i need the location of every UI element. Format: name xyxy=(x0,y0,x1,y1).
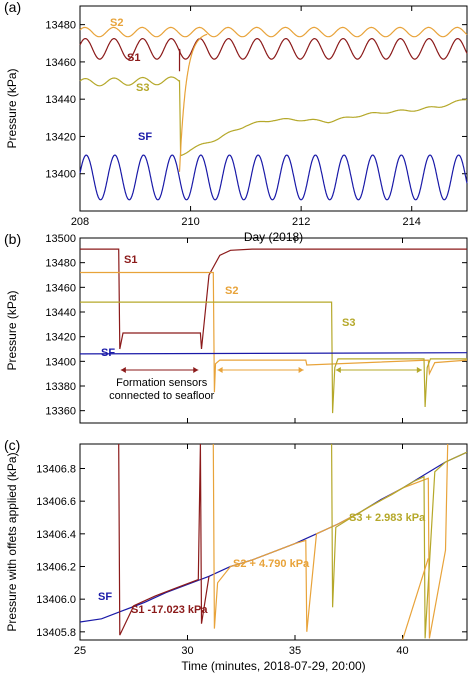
series-label-s1: S1 xyxy=(127,52,140,64)
y-axis-label: Pressure with offets applied (kPa) xyxy=(5,452,19,631)
series-line-s1 xyxy=(79,37,468,72)
annotation-arrow-s3-head-left xyxy=(335,366,341,373)
series-label-sf: SF xyxy=(101,347,115,359)
y-tick-label: 13406.2 xyxy=(36,562,76,574)
series-label-s2: S2 xyxy=(110,17,123,29)
series-line-sf xyxy=(80,451,467,623)
x-tick-label: 210 xyxy=(181,216,199,228)
panel-b: (b) 13360 13380 13400 13420 13440 13460 13480 13… xyxy=(4,231,468,424)
x-tick-label: 212 xyxy=(292,216,310,228)
y-tick-label: 13440 xyxy=(45,307,76,319)
y-tick-label: 13405.8 xyxy=(36,627,76,639)
y-axis-label: Pressure (kPa) xyxy=(5,68,19,148)
y-axis-label: Pressure (kPa) xyxy=(5,290,19,370)
y-tick-label: 13406.8 xyxy=(36,464,76,476)
y-tick-label: 13406.6 xyxy=(36,496,76,508)
panel-label: (c) xyxy=(4,437,20,453)
x-tick-label: 214 xyxy=(403,216,421,228)
y-tick-label: 13460 xyxy=(45,282,76,294)
y-tick-label: 13406.4 xyxy=(36,529,76,541)
y-tick-label: 13420 xyxy=(45,131,76,143)
annotation-line: connected to seafloor xyxy=(109,390,215,402)
series-line-s3 xyxy=(331,444,467,639)
series-line-s1 xyxy=(80,248,467,350)
y-tick-label: 13360 xyxy=(45,406,76,418)
y-tick-label: 13480 xyxy=(45,258,76,270)
series-line-s2 xyxy=(79,26,468,38)
x-axis-label: Time (minutes, 2018-07-29, 20:00) xyxy=(181,659,365,673)
y-tick-label: 13406.0 xyxy=(36,594,76,606)
series-line-s1 xyxy=(118,444,210,636)
panel-c: (c) 13405.8 13406.0 13406.2 13406.4 13406.6 13… xyxy=(4,437,468,673)
series-line-s3 xyxy=(80,301,467,414)
series-label-s1: S1 xyxy=(124,254,137,266)
annotation-arrow-s1-head-left xyxy=(120,366,126,373)
series-label-s2: S2 + 4.790 kPa xyxy=(233,558,310,570)
y-tick-label: 13420 xyxy=(45,332,76,344)
x-tick-label: 208 xyxy=(71,216,89,228)
y-tick-label: 13440 xyxy=(45,94,76,106)
x-tick-label: 30 xyxy=(181,645,193,657)
annotation-text: Formation sensors connected to seafloor xyxy=(109,377,215,402)
panel-label: (a) xyxy=(4,0,21,15)
series-line-s2-transient xyxy=(178,33,208,172)
series-line-s2-artifact xyxy=(401,558,429,640)
panel-label: (b) xyxy=(4,231,21,247)
series-line-s2 xyxy=(212,444,449,639)
y-tick-label: 13500 xyxy=(45,233,76,245)
series-label-sf: SF xyxy=(98,591,112,603)
series-label-s3: S3 xyxy=(342,317,355,329)
y-tick-label: 13400 xyxy=(45,169,76,181)
y-tick-label: 13480 xyxy=(45,20,76,32)
panel-a: (a) 13400 13420 13440 13460 13480 208 210 212 214… xyxy=(4,0,468,244)
plot-frame xyxy=(79,237,468,424)
annotation-line: Formation sensors xyxy=(116,377,208,389)
plot-frame xyxy=(79,443,468,641)
series-label-sf: SF xyxy=(138,131,152,143)
series-line-s3 xyxy=(79,76,467,157)
plot-frame xyxy=(79,5,468,212)
plot-area xyxy=(80,444,467,640)
y-tick-label: 13380 xyxy=(45,381,76,393)
x-tick-label: 40 xyxy=(396,645,408,657)
annotation-arrow-s2-head-left xyxy=(217,366,223,373)
x-tick-label: 25 xyxy=(74,645,86,657)
series-line-s2 xyxy=(80,271,468,393)
series-line-sf xyxy=(79,352,468,355)
series-label-s1: S1 -17.023 kPa xyxy=(131,604,208,616)
series-line-sf xyxy=(79,154,468,201)
series-label-s2: S2 xyxy=(225,285,238,297)
y-tick-label: 13460 xyxy=(45,57,76,69)
x-tick-label: 35 xyxy=(289,645,301,657)
x-axis-label: Day (2018) xyxy=(244,230,303,244)
series-label-s3: S3 + 2.983 kPa xyxy=(349,512,426,524)
y-tick-label: 13400 xyxy=(45,356,76,368)
annotation-arrow-s1-head-right xyxy=(193,366,199,373)
annotation-arrow-s2-head-right xyxy=(298,366,304,373)
series-label-s3: S3 xyxy=(136,82,149,94)
annotation-arrow-s3-head-right xyxy=(416,366,422,373)
